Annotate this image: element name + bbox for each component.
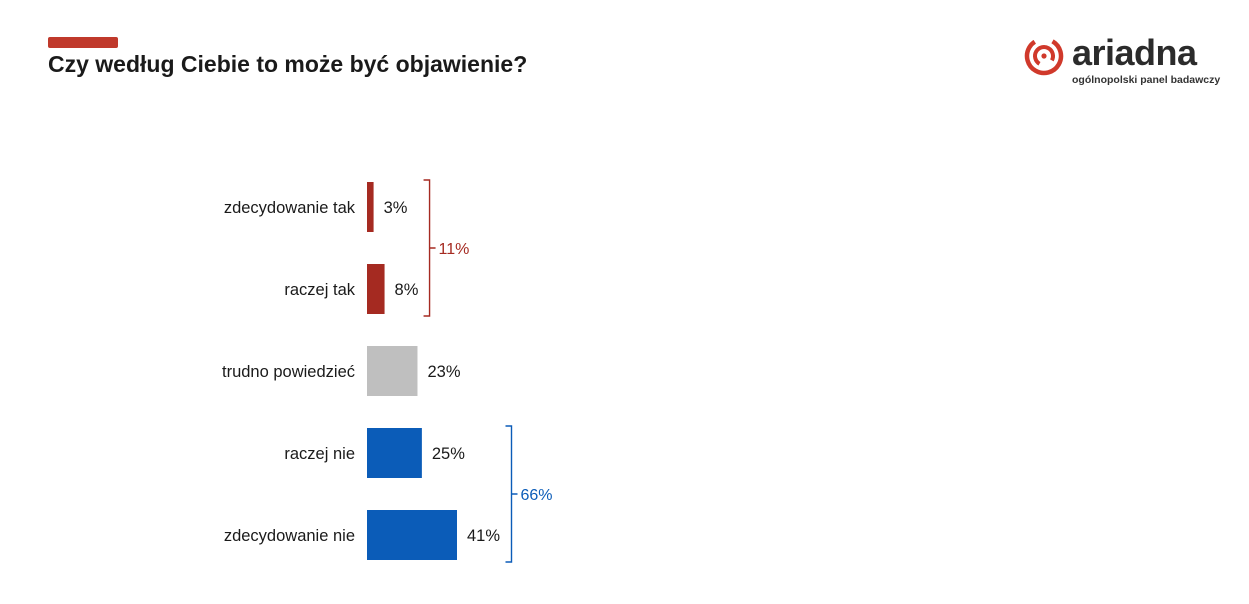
bar-trudno-powiedziec <box>367 346 418 396</box>
group-bracket-2 <box>505 425 518 563</box>
bar-zdecydowanie-tak <box>367 182 374 232</box>
group-bracket-1 <box>423 179 436 317</box>
bar-zdecydowanie-nie <box>367 510 457 560</box>
bar-raczej-nie <box>367 428 422 478</box>
logo-tagline: ogólnopolski panel badawczy <box>1072 74 1221 86</box>
category-label-raczej-nie: raczej nie <box>284 445 355 463</box>
value-label-raczej-tak: 8% <box>395 281 419 299</box>
category-label-zdecydowanie-tak: zdecydowanie tak <box>224 199 356 217</box>
value-label-trudno-powiedziec: 23% <box>427 363 460 381</box>
ariadna-spiral-mark <box>1024 36 1064 76</box>
category-label-raczej-tak: raczej tak <box>284 281 355 299</box>
value-label-zdecydowanie-tak: 3% <box>384 199 408 217</box>
ariadna-logo: ariadna ogólnopolski panel badawczy <box>1024 32 1224 86</box>
logo-wordmark: ariadna <box>1072 32 1197 73</box>
category-label-trudno-powiedziec: trudno powiedzieć <box>222 363 355 381</box>
value-label-raczej-nie: 25% <box>432 445 465 463</box>
category-label-zdecydowanie-nie: zdecydowanie nie <box>224 527 355 545</box>
page-title: Czy według Ciebie to może być objawienie… <box>48 51 528 77</box>
group-total-label-1: 11% <box>439 241 470 258</box>
group-total-label-2: 66% <box>521 487 553 504</box>
bar-raczej-tak <box>367 264 385 314</box>
value-label-zdecydowanie-nie: 41% <box>467 527 500 545</box>
title-accent-bar <box>48 37 118 48</box>
